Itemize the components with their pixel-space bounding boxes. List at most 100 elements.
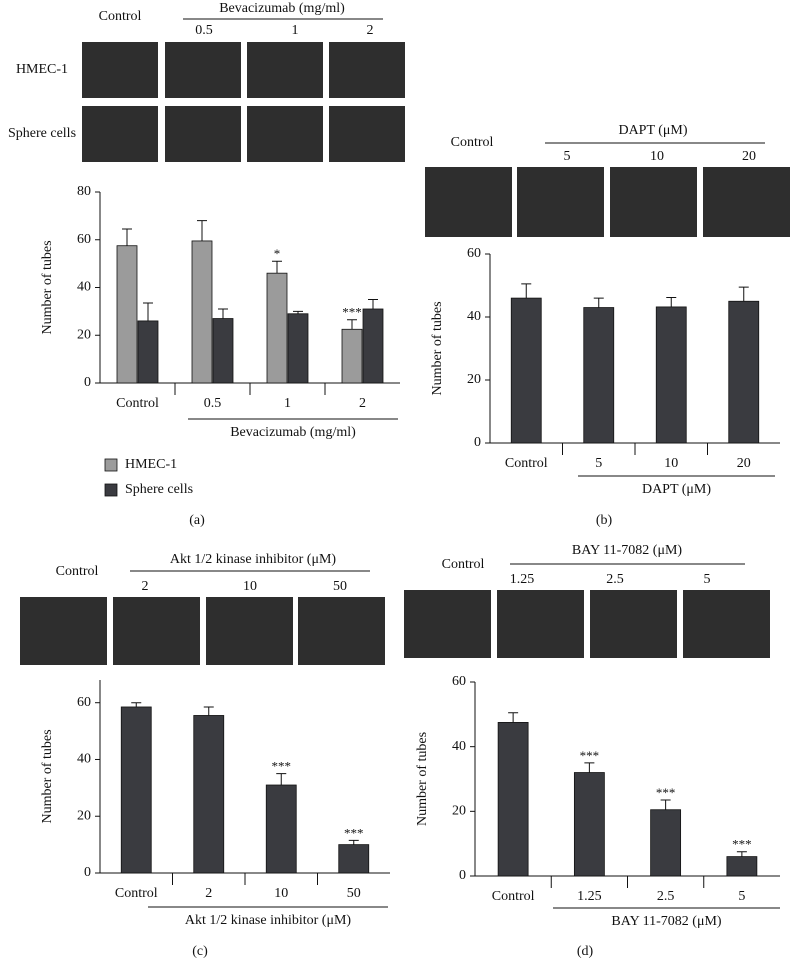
bar	[265, 784, 297, 874]
error-bar	[660, 799, 671, 810]
image-dose-label: 2	[367, 23, 374, 38]
image-dose-label: 20	[742, 149, 756, 164]
error-bar	[203, 706, 214, 716]
x-tick-label: Control	[115, 886, 158, 901]
x-tick-label: 5	[595, 456, 602, 471]
bar	[191, 240, 213, 384]
error-bar	[293, 310, 303, 314]
error-bar	[666, 296, 677, 307]
image-dose-label: 0.5	[195, 23, 213, 38]
image-control-label: Control	[442, 557, 485, 572]
micrograph	[497, 590, 584, 658]
bar	[728, 300, 760, 444]
x-tick-label: 10	[664, 456, 678, 471]
micrograph	[517, 167, 604, 237]
y-tick-label: 80	[77, 184, 91, 199]
group-label: Bevacizumab (mg/ml)	[230, 425, 356, 440]
image-dose-label: 50	[333, 579, 347, 594]
y-tick-label: 0	[459, 868, 466, 883]
legend-swatch	[104, 483, 118, 497]
image-group-label: DAPT (μM)	[618, 123, 687, 138]
image-dose-label: 10	[650, 149, 664, 164]
panel-label: (d)	[577, 944, 594, 959]
bar	[650, 809, 682, 877]
bar	[338, 844, 370, 874]
x-tick-label: 1.25	[577, 889, 602, 904]
bar	[510, 297, 542, 444]
error-bar	[347, 319, 357, 330]
error-bar	[122, 228, 132, 246]
image-row-label: HMEC-1	[16, 62, 68, 77]
y-tick-label: 40	[452, 739, 466, 754]
significance-label: ***	[344, 825, 364, 840]
error-bar	[131, 702, 142, 707]
x-tick-label: 1	[284, 396, 291, 411]
micrograph	[298, 597, 385, 665]
y-tick-label: 60	[452, 674, 466, 689]
y-tick-label: 40	[467, 309, 481, 324]
error-bar	[368, 298, 378, 309]
image-row-label: Sphere cells	[8, 126, 76, 141]
bar	[655, 306, 687, 444]
error-bar	[736, 851, 747, 857]
error-bar	[738, 286, 749, 302]
bar	[497, 722, 529, 877]
image-control-label: Control	[451, 135, 494, 150]
micrograph	[703, 167, 790, 237]
image-group-label: Bevacizumab (mg/ml)	[219, 1, 345, 16]
x-tick-label: 50	[347, 886, 361, 901]
legend-label: Sphere cells	[125, 482, 193, 497]
y-tick-label: 0	[84, 865, 91, 880]
image-dose-label: 1	[292, 23, 299, 38]
x-tick-label: Control	[492, 889, 535, 904]
micrograph	[247, 42, 323, 98]
bar	[116, 245, 138, 384]
bar	[583, 307, 615, 444]
y-axis-label: Number of tubes	[430, 301, 445, 395]
significance-label: ***	[580, 748, 600, 763]
x-tick-label: Control	[505, 456, 548, 471]
micrograph	[165, 42, 241, 98]
error-bar	[521, 283, 532, 299]
micrograph	[20, 597, 107, 665]
panel-label: (b)	[596, 513, 613, 528]
y-tick-label: 60	[77, 695, 91, 710]
significance-label: ***	[656, 785, 676, 800]
error-bar	[218, 308, 228, 319]
panel-label: (c)	[192, 944, 208, 959]
micrograph	[206, 597, 293, 665]
micrograph	[329, 42, 405, 98]
x-tick-label: 2.5	[657, 889, 675, 904]
error-bar	[143, 302, 153, 321]
image-dose-label: 5	[704, 572, 711, 587]
x-tick-label: 2	[359, 396, 366, 411]
error-bar	[593, 297, 604, 308]
legend-label: HMEC-1	[125, 457, 177, 472]
micrograph	[404, 590, 491, 658]
image-dose-label: 2.5	[606, 572, 624, 587]
micrograph	[610, 167, 697, 237]
x-tick-label: 10	[274, 886, 288, 901]
y-tick-label: 20	[452, 804, 466, 819]
image-control-label: Control	[56, 564, 99, 579]
bar	[266, 272, 288, 384]
bar	[726, 856, 758, 877]
y-tick-label: 40	[77, 752, 91, 767]
image-group-label: Akt 1/2 kinase inhibitor (μM)	[170, 552, 336, 567]
panel-label: (a)	[189, 513, 205, 528]
x-tick-label: 0.5	[204, 396, 222, 411]
group-label: Akt 1/2 kinase inhibitor (μM)	[185, 913, 351, 928]
error-bar	[508, 712, 519, 723]
x-tick-label: 20	[737, 456, 751, 471]
image-dose-label: 5	[564, 149, 571, 164]
error-bar	[197, 220, 207, 241]
y-tick-label: 60	[77, 232, 91, 247]
significance-label: *	[274, 246, 281, 261]
y-axis-label: Number of tubes	[40, 240, 55, 334]
legend-swatch	[104, 458, 118, 472]
image-dose-label: 1.25	[510, 572, 535, 587]
micrograph	[247, 106, 323, 162]
significance-label: ***	[272, 759, 292, 774]
bar	[212, 318, 234, 384]
